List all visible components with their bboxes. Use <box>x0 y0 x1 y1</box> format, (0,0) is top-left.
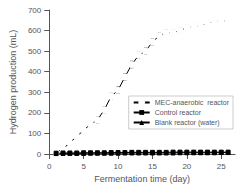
svg-text:Fermentation time (day): Fermentation time (day) <box>94 174 190 184</box>
svg-text:Control reactor: Control reactor <box>155 109 202 116</box>
svg-text:600: 600 <box>28 26 42 35</box>
svg-text:5: 5 <box>81 162 86 171</box>
svg-text:100: 100 <box>28 129 42 138</box>
svg-text:400: 400 <box>28 67 42 76</box>
svg-text:Blank reactor (water): Blank reactor (water) <box>155 119 220 127</box>
svg-text:15: 15 <box>148 162 157 171</box>
svg-text:700: 700 <box>28 6 42 15</box>
svg-text:20: 20 <box>182 162 191 171</box>
svg-text:10: 10 <box>114 162 123 171</box>
svg-text:MEC-anaerobic reactor: MEC-anaerobic reactor <box>155 99 230 106</box>
svg-text:Hydrogen production (mL): Hydrogen production (mL) <box>8 30 18 135</box>
svg-text:25: 25 <box>217 162 226 171</box>
svg-text:0: 0 <box>47 162 52 171</box>
svg-text:300: 300 <box>28 88 42 97</box>
svg-text:500: 500 <box>28 47 42 56</box>
svg-text:0: 0 <box>37 150 42 159</box>
svg-text:200: 200 <box>28 108 42 117</box>
